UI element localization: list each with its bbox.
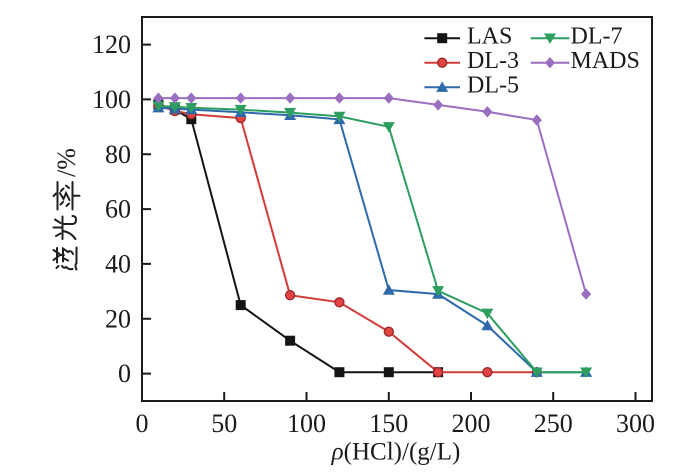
svg-text:/%: /%: [52, 148, 81, 177]
svg-text:LAS: LAS: [467, 23, 512, 49]
svg-text:250: 250: [534, 409, 573, 438]
svg-text:100: 100: [92, 85, 131, 114]
svg-text:300: 300: [616, 409, 655, 438]
svg-text:150: 150: [369, 409, 408, 438]
svg-text:DL-3: DL-3: [467, 48, 519, 74]
svg-text:120: 120: [92, 30, 131, 59]
svg-text:ρ(HCl)/(g/L): ρ(HCl)/(g/L): [331, 439, 461, 466]
svg-text:20: 20: [105, 304, 131, 333]
svg-text:60: 60: [105, 195, 131, 224]
svg-text:0: 0: [136, 409, 149, 438]
svg-text:100: 100: [287, 409, 326, 438]
svg-text:50: 50: [211, 409, 237, 438]
svg-text:200: 200: [452, 409, 491, 438]
svg-text:0: 0: [118, 359, 131, 388]
svg-text:MADS: MADS: [571, 48, 640, 74]
svg-text:DL-5: DL-5: [467, 72, 519, 98]
svg-text:80: 80: [105, 140, 131, 169]
svg-text:40: 40: [105, 250, 131, 279]
svg-text:DL-7: DL-7: [571, 23, 623, 49]
